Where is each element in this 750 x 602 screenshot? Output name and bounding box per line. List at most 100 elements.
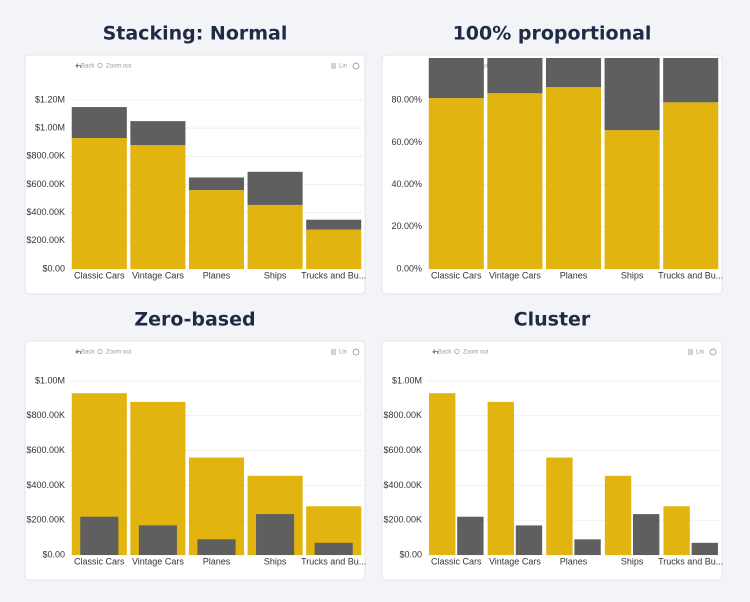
bar [515, 525, 543, 555]
scale-icon [331, 349, 336, 355]
scale-icon [331, 63, 336, 69]
bar [487, 58, 543, 94]
bar [188, 177, 245, 191]
bar [604, 130, 660, 269]
info-icon[interactable] [352, 348, 360, 356]
x-tick-label: Planes [203, 556, 231, 566]
y-tick-label: $200.00K [26, 515, 65, 525]
zoom-icon [454, 348, 460, 355]
y-tick-label: $800.00K [26, 151, 65, 161]
y-tick-label: $600.00K [383, 445, 422, 455]
bar [604, 58, 660, 131]
y-tick-label: 40.00% [391, 179, 422, 189]
bar [457, 516, 484, 555]
y-tick-label: $0.00 [42, 549, 65, 559]
back-icon[interactable] [75, 63, 81, 68]
x-tick-label: Planes [560, 270, 588, 280]
bar [314, 542, 353, 555]
y-tick-label: $400.00K [383, 480, 422, 490]
x-tick-label: Trucks and Bu... [301, 270, 366, 280]
chart-title: 100% proportional [453, 23, 652, 45]
bar [428, 98, 484, 269]
bar [197, 539, 236, 555]
info-icon[interactable] [352, 62, 360, 70]
bar [487, 93, 543, 269]
y-tick-label: $1.00M [35, 375, 65, 385]
y-tick-label: $600.00K [26, 445, 65, 455]
bar [130, 145, 186, 269]
y-tick-label: 80.00% [391, 95, 422, 105]
bar [632, 514, 660, 555]
scale-button[interactable]: Lin [339, 64, 347, 70]
zoom-icon [97, 62, 103, 69]
zoom-out-button[interactable]: Zoom out [106, 350, 132, 356]
x-tick-label: Vintage Cars [489, 270, 541, 280]
bar [663, 102, 719, 269]
bar [306, 219, 362, 230]
bar [247, 204, 303, 269]
x-tick-label: Ships [621, 270, 644, 280]
back-icon[interactable] [432, 349, 438, 354]
y-tick-label: $1.20M [35, 94, 65, 104]
y-tick-label: $200.00K [383, 515, 422, 525]
x-tick-label: Trucks and Bu... [301, 556, 366, 566]
bar [138, 525, 177, 555]
y-tick-label: 60.00% [391, 137, 422, 147]
bar [546, 457, 573, 555]
chart-title: Cluster [514, 309, 591, 331]
x-tick-label: Ships [264, 556, 287, 566]
y-tick-label: $1.00M [35, 123, 65, 133]
chart-title: Stacking: Normal [103, 23, 288, 45]
bar [71, 138, 127, 269]
x-tick-label: Vintage Cars [132, 270, 184, 280]
chart-title: Zero-based [134, 309, 255, 331]
x-tick-label: Trucks and Bu... [658, 270, 723, 280]
scale-button[interactable]: Lin [696, 350, 704, 356]
x-tick-label: Classic Cars [74, 556, 125, 566]
back-button[interactable]: Back [438, 350, 452, 356]
y-tick-label: 20.00% [391, 221, 422, 231]
back-button[interactable]: Back [81, 64, 95, 70]
info-icon[interactable] [709, 348, 717, 356]
bar [691, 542, 718, 555]
y-tick-label: $0.00 [42, 263, 65, 273]
bar [247, 171, 303, 205]
bar [574, 539, 601, 555]
bar [545, 58, 602, 88]
y-tick-label: 0.00% [396, 263, 422, 273]
bar [188, 190, 245, 269]
bar [545, 87, 602, 269]
bar [487, 401, 515, 555]
x-tick-label: Classic Cars [431, 556, 482, 566]
x-tick-label: Classic Cars [74, 270, 125, 280]
y-tick-label: $200.00K [26, 235, 65, 245]
y-tick-label: $800.00K [26, 410, 65, 420]
back-button[interactable]: Back [81, 350, 95, 356]
x-tick-label: Planes [560, 556, 588, 566]
scale-button[interactable]: Lin [339, 350, 347, 356]
x-tick-label: Ships [621, 556, 644, 566]
back-icon[interactable] [75, 349, 81, 354]
bar [663, 506, 690, 555]
y-tick-label: $600.00K [26, 179, 65, 189]
x-tick-label: Vintage Cars [489, 556, 541, 566]
bar [130, 121, 186, 146]
bar [256, 514, 295, 555]
zoom-out-button[interactable]: Zoom out [106, 64, 132, 70]
bar [429, 393, 456, 555]
x-tick-label: Planes [203, 270, 231, 280]
bar [663, 58, 719, 103]
bar [428, 58, 484, 99]
y-tick-label: $1.00M [392, 375, 422, 385]
scale-icon [688, 349, 693, 355]
zoom-out-button[interactable]: Zoom out [463, 350, 489, 356]
y-tick-label: $800.00K [383, 410, 422, 420]
y-tick-label: $400.00K [26, 480, 65, 490]
y-tick-label: $0.00 [399, 549, 422, 559]
y-tick-label: $400.00K [26, 207, 65, 217]
x-tick-label: Vintage Cars [132, 556, 184, 566]
x-tick-label: Classic Cars [431, 270, 482, 280]
zoom-icon [97, 348, 103, 355]
x-tick-label: Trucks and Bu... [658, 556, 723, 566]
